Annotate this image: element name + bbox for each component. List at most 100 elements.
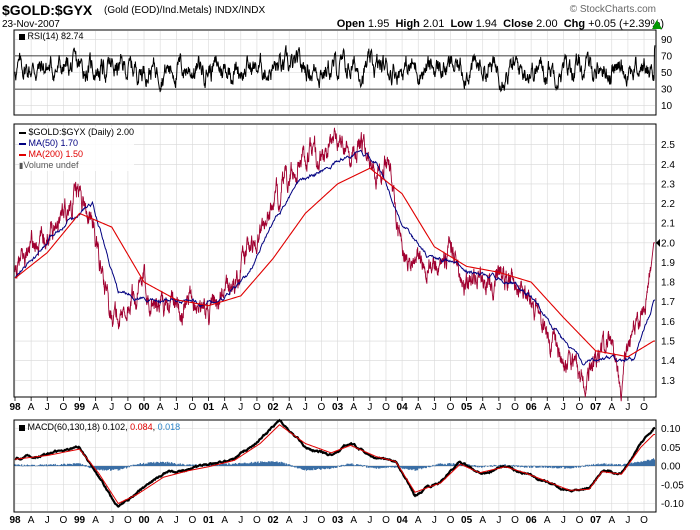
time-tick-label: A [608,515,615,526]
quote-line: Open 1.95 High 2.01 Low 1.94 Close 2.00 … [337,18,664,30]
price-panel-frame [13,123,657,398]
time-tick-label: 02 [268,515,280,526]
time-tick-label: O [511,515,519,526]
time-tick-label: J [109,402,114,413]
time-tick-label: O [382,515,390,526]
time-tick-label: O [447,515,455,526]
time-tick-label: 01 [203,402,215,413]
time-tick-label: 03 [332,402,344,413]
macd-label-text: MACD(60,130,18) 0.102, [27,422,128,432]
time-tick-label: J [238,515,243,526]
price-tick-label: 1.8 [661,278,675,289]
price-tick-label: 2.2 [661,199,675,210]
price-tick-label: 2.0 [661,238,675,249]
macd-signal-line [14,424,655,505]
time-tick-label: A [28,402,35,413]
time-tick-label: J [367,402,372,413]
macd-panel-frame [13,419,657,513]
chart-symbol: $GOLD:$GYX [2,2,93,18]
high-value: 2.01 [422,18,445,30]
time-tick-label: O [189,402,197,413]
open-value: 1.95 [367,18,390,30]
price-tick-label: 1.6 [661,317,675,328]
time-tick-label: O [640,402,648,413]
legend-volume-text: Volume undef [23,160,79,170]
chart-description: (Gold (EOD)/Ind.Metals) INDX/INDX [104,5,266,16]
last-value-marker [656,238,660,247]
time-tick-label: O [318,402,326,413]
time-tick-label: A [479,402,486,413]
price-tick-label: 2.4 [661,160,675,171]
rsi-tick-label: 90 [661,35,673,46]
macd-tick-label: -0.05 [661,480,684,491]
price-legend: $GOLD:$GYX (Daily) 2.00 MA(50) 1.70 MA(2… [19,127,135,171]
price-tick-label: 1.4 [661,356,675,367]
price-tick-label: 2.1 [661,219,675,230]
time-tick-label: 98 [9,515,21,526]
time-tick-label: J [238,402,243,413]
legend-price-text: $GOLD:$GYX (Daily) 2.00 [28,127,135,137]
time-tick-label: A [608,402,615,413]
time-tick-label: J [625,515,630,526]
time-tick-label: J [45,402,50,413]
time-tick-label: 07 [590,515,602,526]
time-tick-label: 06 [526,402,538,413]
legend-volume: ▮Volume undef [19,160,134,171]
time-tick-label: O [511,402,519,413]
time-tick-label: A [286,402,293,413]
time-tick-label: A [157,402,164,413]
time-tick-label: O [640,515,648,526]
rsi-line [14,45,656,93]
price-line [14,127,655,402]
time-tick-label: A [92,402,99,413]
time-tick-label: 02 [268,402,280,413]
legend-ma50: MA(50) 1.70 [19,138,134,149]
macd-signal-value: 0.084 [130,422,153,432]
time-tick-label: A [28,515,35,526]
macd-line [14,418,656,508]
time-tick-label: A [350,515,357,526]
macd-tick-label: 0.05 [661,443,681,454]
time-tick-label: J [625,402,630,413]
close-value: 2.00 [536,18,558,30]
rsi-tick-label: 30 [661,85,673,96]
price-tick-label: 1.9 [661,258,675,269]
ma200-swatch-icon [19,153,26,156]
ma50-line [14,149,656,366]
time-tick-label: 00 [138,402,150,413]
time-tick-label: O [253,402,261,413]
time-tick-label: A [157,515,164,526]
time-tick-label: J [561,515,566,526]
time-tick-label: J [45,515,50,526]
time-tick-label: O [59,515,67,526]
time-tick-label: J [496,515,501,526]
time-tick-label: 04 [397,515,409,526]
up-arrow-icon [652,20,662,29]
time-tick-label: 00 [138,515,150,526]
time-tick-label: A [415,515,422,526]
price-tick-label: 1.7 [661,297,675,308]
time-tick-label: A [479,515,486,526]
time-tick-label: O [124,402,132,413]
time-tick-label: J [367,515,372,526]
time-tick-label: J [174,402,179,413]
time-tick-label: O [253,515,261,526]
ma50-swatch-icon [19,142,26,145]
brand-logo[interactable]: © StockCharts.com [569,4,656,15]
chg-label: Chg [563,18,586,30]
time-tick-label: O [318,515,326,526]
time-tick-label: J [109,515,114,526]
macd-tick-label: 0.10 [661,424,681,435]
macd-hist-value: 0.018 [157,422,181,432]
time-tick-label: O [189,515,197,526]
time-tick-label: O [576,515,584,526]
chg-value: +0.05 (+2.39%) [588,18,664,30]
time-tick-label: J [303,402,308,413]
time-tick-label: A [221,402,228,413]
price-tick-label: 1.5 [661,337,675,348]
time-tick-label: A [544,402,551,413]
chart-date: 23-Nov-2007 [2,19,60,30]
legend-ma200: MA(200) 1.50 [19,149,134,160]
low-value: 1.94 [475,18,497,30]
